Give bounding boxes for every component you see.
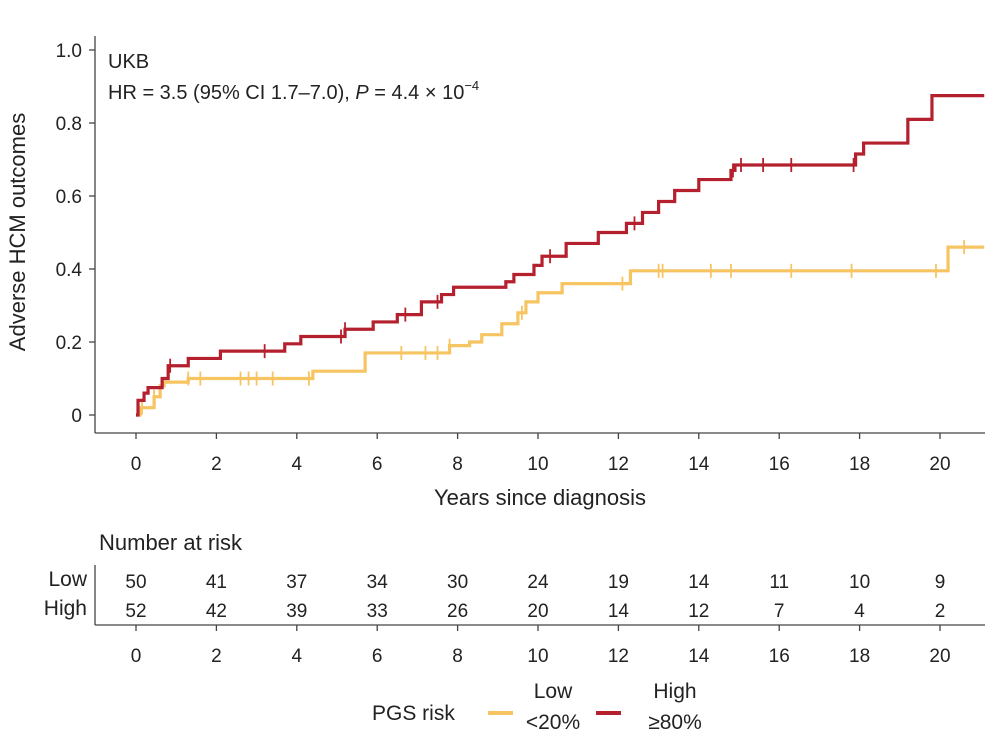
y-tick-label: 0.4 bbox=[56, 260, 83, 281]
y-tick-label: 0 bbox=[71, 406, 82, 427]
p-value: = 4.4 × 10 bbox=[369, 82, 465, 104]
risk-value-high: 26 bbox=[447, 601, 468, 622]
risk-value-high: 52 bbox=[125, 601, 146, 622]
risk-x-tick-label: 14 bbox=[688, 646, 710, 667]
x-tick-label: 16 bbox=[769, 454, 790, 475]
risk-value-high: 20 bbox=[527, 601, 548, 622]
x-tick-label: 20 bbox=[929, 454, 950, 475]
risk-row-label-high: High bbox=[44, 597, 87, 620]
risk-table: Number at risk Low High 50 41 37 34 30 24 19 14… bbox=[44, 530, 985, 667]
x-tick-label: 12 bbox=[608, 454, 629, 475]
risk-x-tick-label: 10 bbox=[527, 646, 548, 667]
y-tick-label: 0.2 bbox=[56, 333, 82, 354]
hr-text: HR = 3.5 (95% CI 1.7–7.0), bbox=[108, 82, 355, 104]
risk-x-tick-label: 8 bbox=[452, 646, 463, 667]
hr-annotation: HR = 3.5 (95% CI 1.7–7.0), P = 4.4 × 10−… bbox=[108, 78, 479, 104]
risk-value-low: 14 bbox=[688, 572, 710, 593]
x-tick-label: 8 bbox=[452, 454, 463, 475]
risk-x-axis-ticks: 0 2 4 6 8 10 12 14 16 18 20 bbox=[131, 625, 951, 667]
risk-value-high: 12 bbox=[688, 601, 709, 622]
risk-x-tick-label: 6 bbox=[372, 646, 383, 667]
risk-x-tick-label: 20 bbox=[929, 646, 950, 667]
x-axis-title: Years since diagnosis bbox=[434, 485, 646, 510]
risk-value-low: 10 bbox=[849, 572, 870, 593]
km-curve-low bbox=[136, 245, 985, 417]
risk-value-low: 30 bbox=[447, 572, 468, 593]
risk-row-label-low: Low bbox=[48, 568, 87, 591]
risk-x-tick-label: 2 bbox=[211, 646, 222, 667]
legend-title: PGS risk bbox=[372, 702, 455, 725]
risk-x-tick-label: 16 bbox=[769, 646, 790, 667]
risk-value-low: 50 bbox=[125, 572, 146, 593]
x-tick-label: 2 bbox=[211, 454, 222, 475]
risk-value-low: 37 bbox=[286, 572, 307, 593]
risk-value-low: 11 bbox=[769, 572, 789, 593]
series-low bbox=[136, 240, 985, 417]
legend-label-low-line1: Low bbox=[534, 680, 573, 703]
risk-value-high: 2 bbox=[935, 601, 946, 622]
risk-value-high: 42 bbox=[206, 601, 227, 622]
x-tick-label: 6 bbox=[372, 454, 383, 475]
risk-value-low: 9 bbox=[935, 572, 946, 593]
y-tick-label: 0.6 bbox=[56, 187, 82, 208]
risk-table-title: Number at risk bbox=[99, 530, 243, 555]
risk-value-high: 39 bbox=[286, 601, 307, 622]
series-high bbox=[136, 94, 985, 417]
risk-value-high: 14 bbox=[608, 601, 630, 622]
risk-x-tick-label: 0 bbox=[131, 646, 142, 667]
y-tick-label: 0.8 bbox=[56, 114, 82, 135]
risk-value-high: 33 bbox=[367, 601, 388, 622]
legend-label-high-line1: High bbox=[653, 680, 696, 703]
x-tick-label: 14 bbox=[688, 454, 710, 475]
x-tick-label: 0 bbox=[131, 454, 142, 475]
legend-label-low-line2: <20% bbox=[526, 711, 580, 734]
cohort-label: UKB bbox=[108, 51, 149, 73]
risk-value-low: 34 bbox=[367, 572, 389, 593]
km-curve-high bbox=[136, 94, 985, 417]
legend: PGS risk Low <20% High ≥80% bbox=[372, 680, 702, 734]
y-axis-title: Adverse HCM outcomes bbox=[5, 113, 30, 351]
x-tick-label: 4 bbox=[292, 454, 303, 475]
risk-x-tick-label: 18 bbox=[849, 646, 870, 667]
risk-x-tick-label: 12 bbox=[608, 646, 629, 667]
series-layer bbox=[136, 94, 985, 417]
risk-value-high: 4 bbox=[854, 601, 865, 622]
p-exponent: −4 bbox=[464, 78, 479, 93]
risk-value-low: 24 bbox=[527, 572, 549, 593]
y-axis-ticks: 0 0.2 0.4 0.6 0.8 1.0 bbox=[56, 41, 95, 427]
main-plot: 0 0.2 0.4 0.6 0.8 1.0 0 2 4 6 8 10 12 14 16 18 20 UKB H… bbox=[5, 36, 985, 510]
legend-label-high-line2: ≥80% bbox=[648, 711, 702, 734]
x-axis-ticks: 0 2 4 6 8 10 12 14 16 18 20 bbox=[131, 433, 951, 475]
x-tick-label: 18 bbox=[849, 454, 870, 475]
risk-value-low: 19 bbox=[608, 572, 629, 593]
x-tick-label: 10 bbox=[527, 454, 548, 475]
risk-value-low: 41 bbox=[206, 572, 227, 593]
risk-cells: 50 41 37 34 30 24 19 14 11 10 952 42 39 33 26 20 14 12 7 4 2 bbox=[125, 572, 945, 622]
p-label: P bbox=[355, 82, 369, 104]
risk-value-high: 7 bbox=[774, 601, 785, 622]
risk-x-tick-label: 4 bbox=[292, 646, 303, 667]
y-tick-label: 1.0 bbox=[56, 41, 82, 62]
